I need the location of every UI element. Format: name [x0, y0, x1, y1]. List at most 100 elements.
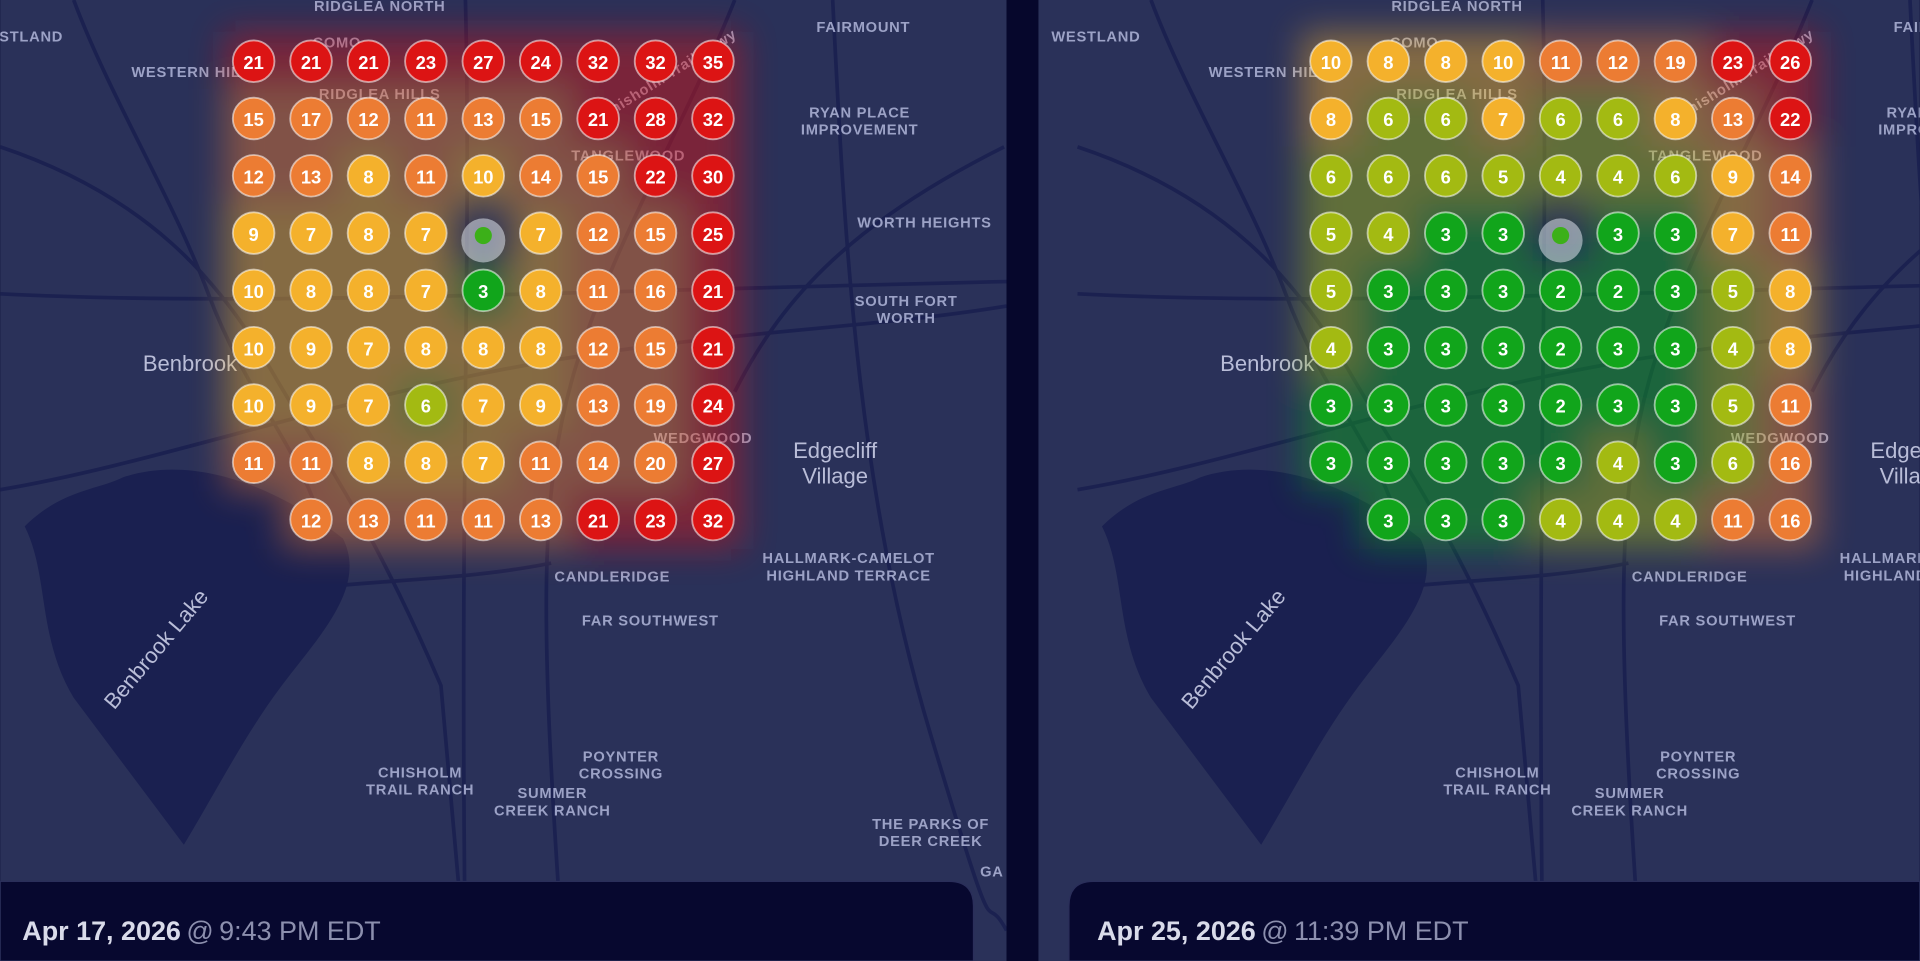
rank-pin	[1768, 39, 1812, 83]
rank-label: 4	[1728, 338, 1739, 359]
rank-label: 12	[588, 224, 608, 245]
rank-label: 22	[645, 167, 665, 188]
rank-pin	[1538, 268, 1583, 313]
rank-pin	[346, 96, 391, 141]
rank-label: 3	[1670, 453, 1680, 474]
rank-label: 25	[703, 224, 723, 245]
rank-pin	[691, 325, 735, 370]
rank-label: 3	[1326, 396, 1336, 417]
rank-label: 4	[1613, 167, 1624, 188]
rank-label: 27	[703, 453, 723, 474]
rank-pin	[346, 39, 391, 83]
rank-pin	[1768, 268, 1812, 313]
rank-label: 11	[416, 510, 435, 531]
rank-label: 5	[1728, 396, 1738, 417]
rank-label: 32	[588, 52, 608, 73]
rank-label: 3	[1613, 396, 1623, 417]
rank-pin	[518, 268, 563, 313]
rank-label: 21	[301, 52, 321, 73]
rank-label: 4	[1555, 510, 1566, 531]
rank-pin	[289, 154, 333, 198]
rank-pin	[346, 440, 391, 484]
rank-label: 23	[645, 510, 665, 531]
rank-label: 3	[1498, 396, 1508, 417]
rank-label: 13	[301, 167, 321, 188]
map-label: FAIRMOUNT	[816, 20, 910, 36]
rank-pin	[1366, 497, 1411, 542]
map-label: CHISHOLM	[1455, 765, 1539, 781]
rank-label: 9	[536, 396, 546, 417]
rank-label: 4	[1670, 510, 1681, 531]
rank-label: 6	[1670, 167, 1680, 188]
rank-label: 30	[703, 167, 723, 188]
rank-label: 3	[1441, 224, 1451, 245]
rank-pin	[1481, 154, 1525, 198]
rank-pin	[1309, 96, 1353, 141]
rank-pin	[1366, 383, 1411, 427]
at-sign: @	[186, 916, 213, 946]
rank-pin	[404, 383, 448, 427]
rank-pin	[346, 211, 391, 255]
rank-label: 11	[416, 167, 435, 188]
rank-label: 8	[363, 167, 373, 188]
rank-pin	[1653, 383, 1698, 427]
rank-label: 8	[1785, 338, 1795, 359]
rank-pin	[461, 96, 506, 141]
map-label: TRAIL RANCH	[366, 783, 474, 799]
rank-pin	[1366, 96, 1411, 141]
rank-label: 8	[1441, 52, 1451, 73]
rank-pin	[461, 497, 506, 542]
rank-pin	[1653, 96, 1698, 141]
rank-pin	[1653, 211, 1698, 255]
rank-pin	[1711, 383, 1755, 427]
rank-pin	[633, 211, 678, 255]
footer-card	[0, 880, 975, 961]
rank-pin	[1366, 154, 1411, 198]
rank-label: 12	[1608, 52, 1628, 73]
rank-label: 21	[703, 281, 723, 302]
rank-pin	[404, 211, 448, 255]
map-label: FAR SOUTHWEST	[1659, 614, 1796, 630]
map-label: POYNTER	[583, 749, 659, 765]
rank-pin	[1309, 39, 1353, 83]
rank-label: 3	[1441, 281, 1451, 302]
rank-pin	[576, 154, 620, 198]
rank-pin	[1653, 440, 1698, 484]
rank-label: 7	[421, 281, 431, 302]
rank-pin	[1596, 440, 1640, 484]
rank-label: 2	[1613, 281, 1623, 302]
rank-label: 8	[1326, 109, 1336, 130]
rank-label: 21	[243, 52, 263, 73]
rank-pin	[1596, 96, 1640, 141]
rank-pin	[231, 268, 276, 313]
rank-pin	[346, 154, 391, 198]
rank-pin	[346, 497, 391, 542]
rank-pin	[576, 211, 620, 255]
rank-pin	[404, 268, 448, 313]
rank-label: 3	[1441, 338, 1451, 359]
rank-label: 4	[1383, 224, 1394, 245]
rank-pin	[289, 383, 333, 427]
rank-pin	[1424, 497, 1468, 542]
rank-pin	[518, 154, 563, 198]
rank-label: 27	[473, 52, 493, 73]
rank-label: 7	[363, 396, 373, 417]
rank-label: 10	[1321, 52, 1341, 73]
map-label: WORTH HEIGHTS	[857, 216, 991, 232]
rank-pin	[461, 383, 506, 427]
rank-label: 3	[1613, 338, 1623, 359]
rank-label: 7	[478, 453, 488, 474]
road	[733, 145, 1005, 393]
rank-label: 21	[358, 52, 378, 73]
rank-label: 11	[1551, 52, 1570, 73]
rank-label: 6	[1383, 167, 1393, 188]
map-label: RYAN PLACE	[809, 106, 910, 122]
rank-pin	[691, 154, 735, 198]
rank-pin	[576, 96, 620, 141]
road	[830, 0, 1007, 932]
rank-pin	[1768, 440, 1812, 484]
map-label: CROSSING	[579, 767, 663, 783]
lake	[1102, 469, 1427, 845]
rank-pin	[1711, 154, 1755, 198]
rank-label: 8	[536, 338, 546, 359]
